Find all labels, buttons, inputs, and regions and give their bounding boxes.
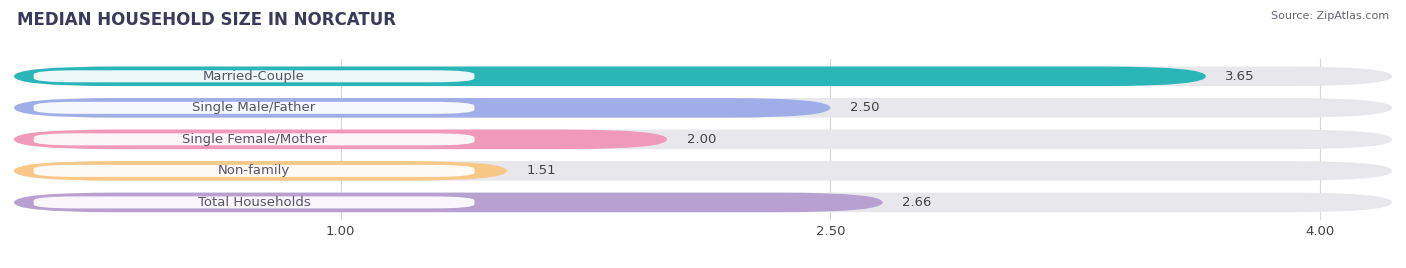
FancyBboxPatch shape [14,161,1392,181]
FancyBboxPatch shape [14,98,1392,118]
Text: 2.66: 2.66 [903,196,932,209]
Text: Single Female/Mother: Single Female/Mother [181,133,326,146]
FancyBboxPatch shape [34,133,474,145]
Text: Non-family: Non-family [218,164,290,177]
Text: Source: ZipAtlas.com: Source: ZipAtlas.com [1271,11,1389,21]
FancyBboxPatch shape [14,66,1206,86]
FancyBboxPatch shape [34,196,474,209]
FancyBboxPatch shape [14,130,666,149]
FancyBboxPatch shape [34,70,474,82]
Text: 1.51: 1.51 [527,164,557,177]
FancyBboxPatch shape [14,193,1392,212]
Text: 3.65: 3.65 [1226,70,1256,83]
FancyBboxPatch shape [14,130,1392,149]
Text: Married-Couple: Married-Couple [202,70,305,83]
Text: 2.00: 2.00 [686,133,716,146]
Text: MEDIAN HOUSEHOLD SIZE IN NORCATUR: MEDIAN HOUSEHOLD SIZE IN NORCATUR [17,11,396,29]
FancyBboxPatch shape [14,161,508,181]
FancyBboxPatch shape [34,165,474,177]
FancyBboxPatch shape [14,98,831,118]
FancyBboxPatch shape [34,102,474,114]
FancyBboxPatch shape [14,193,883,212]
Text: 2.50: 2.50 [851,101,879,114]
FancyBboxPatch shape [14,66,1392,86]
Text: Single Male/Father: Single Male/Father [193,101,316,114]
Text: Total Households: Total Households [198,196,311,209]
